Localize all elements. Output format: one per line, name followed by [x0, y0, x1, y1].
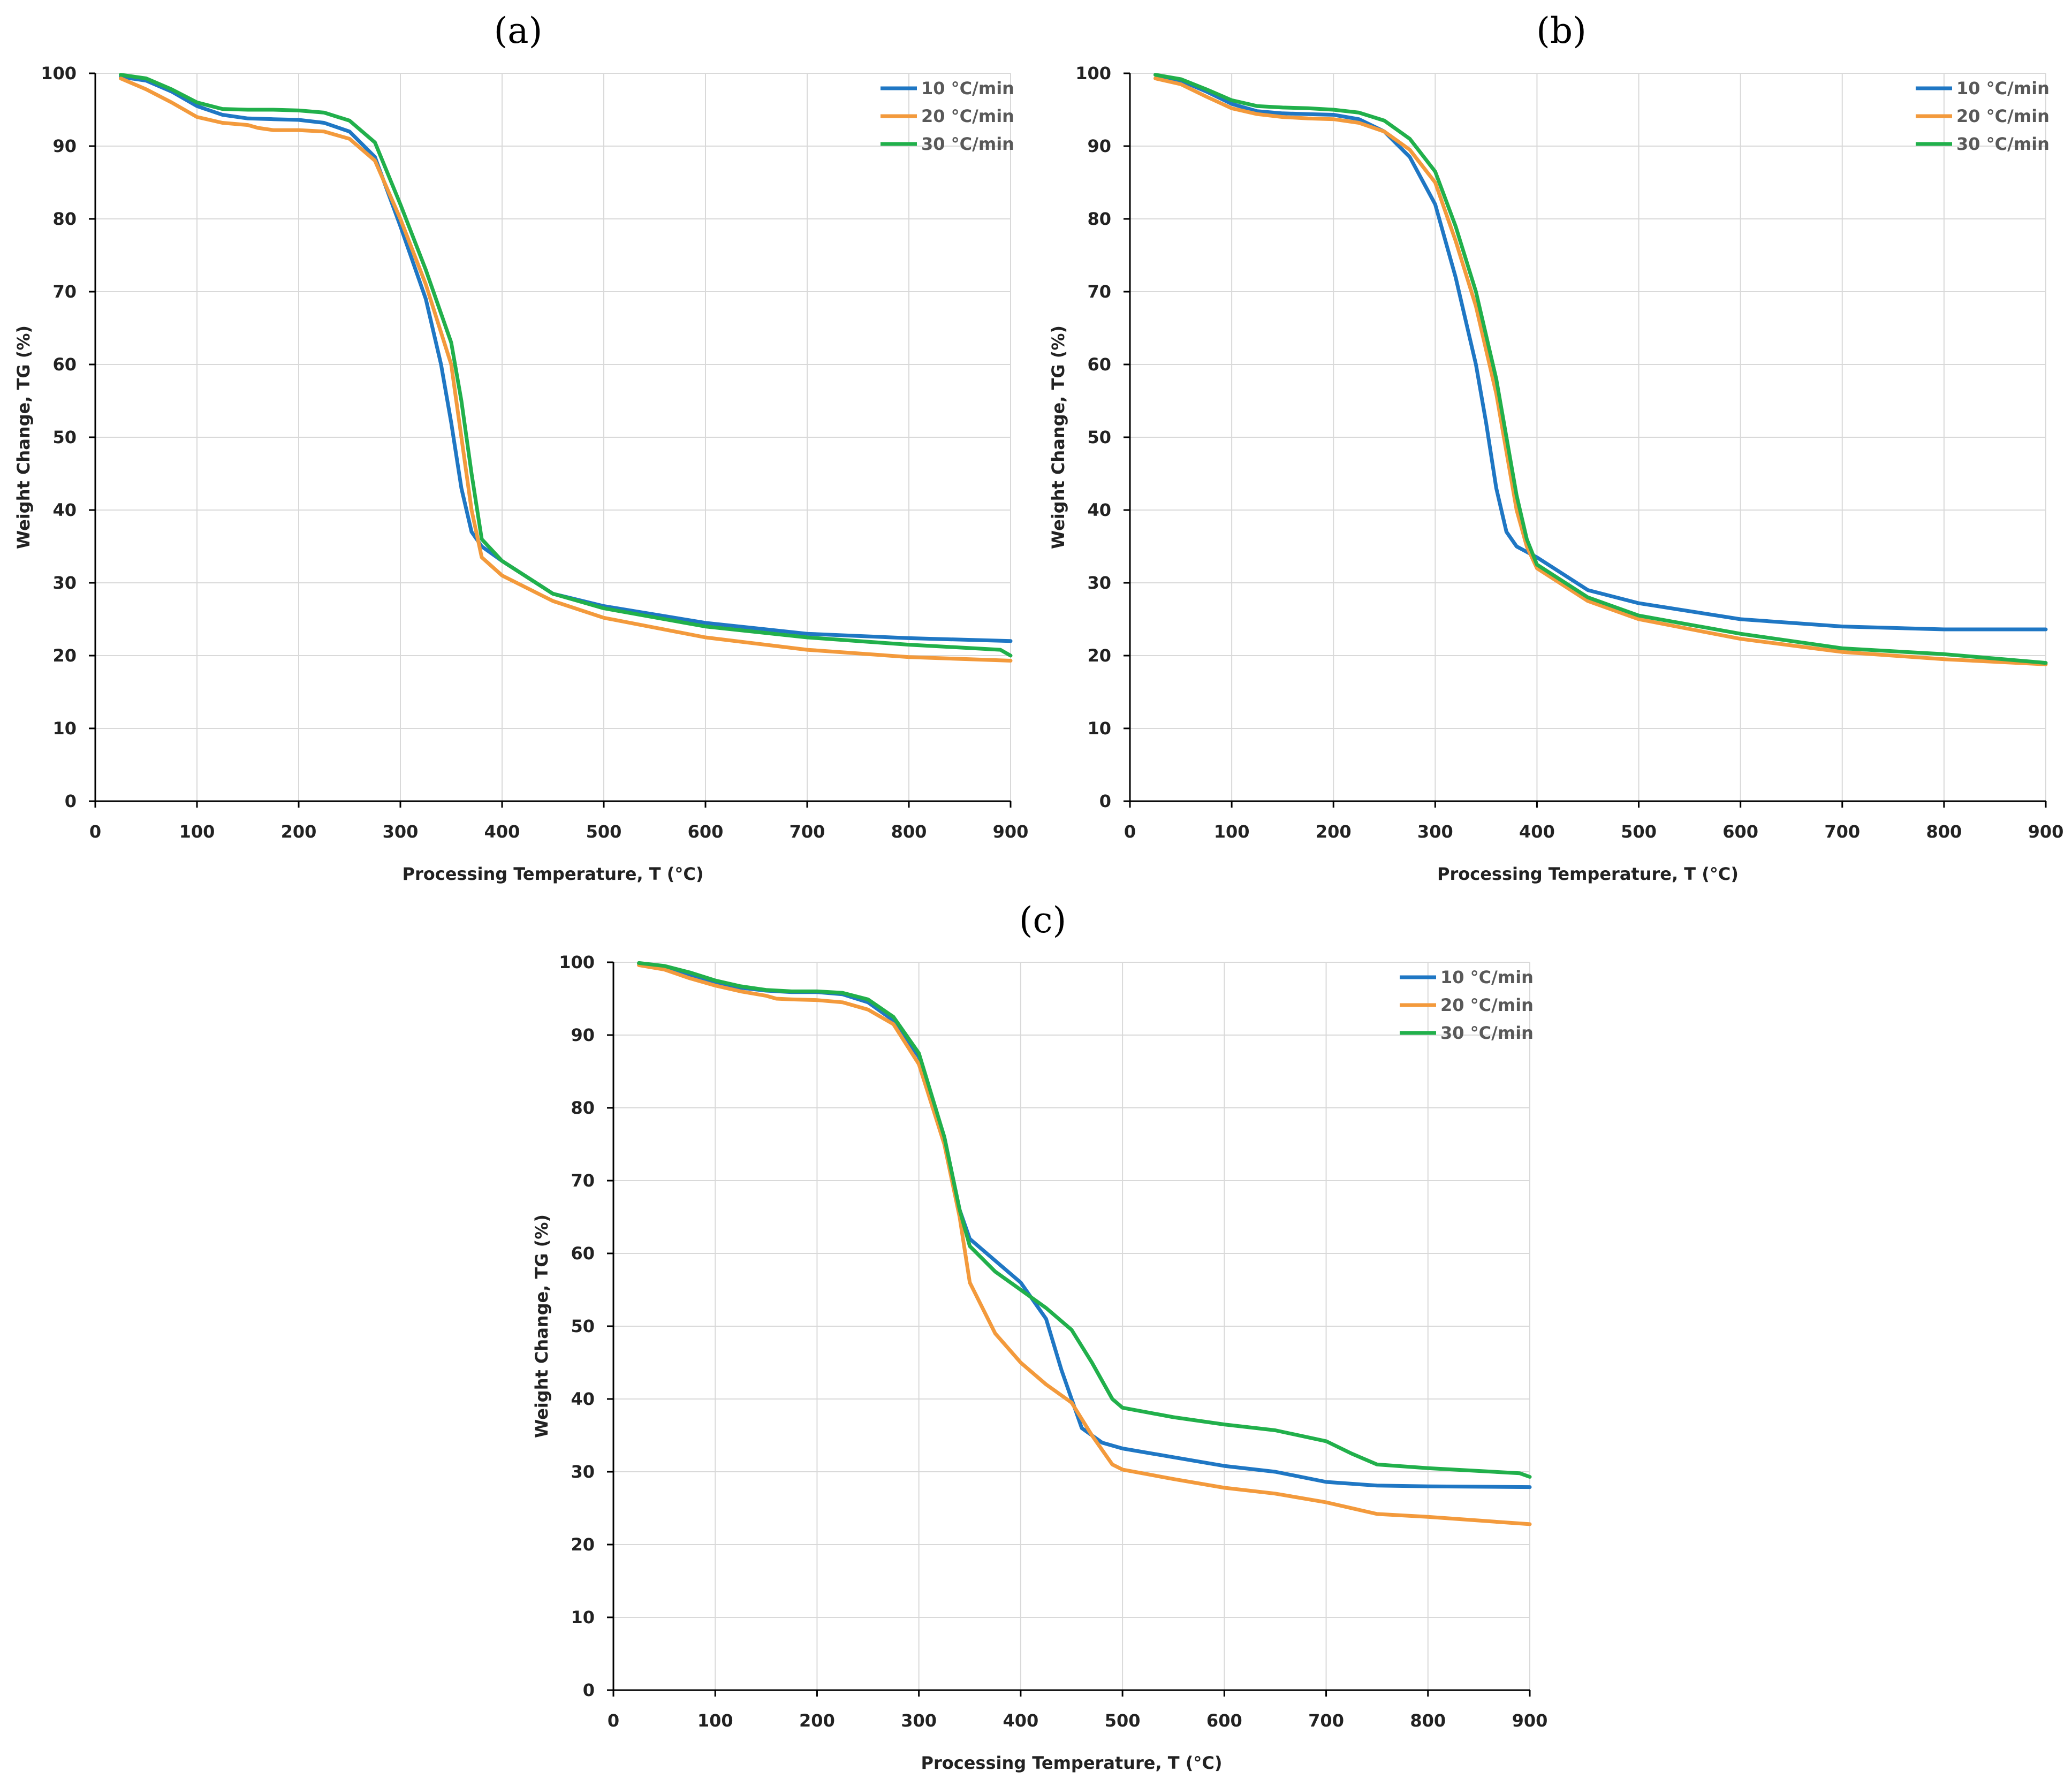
panel-a-y-axis-title: Weight Change, TG (%)	[13, 325, 34, 549]
panel-c-y-tick-label: 100	[559, 952, 595, 972]
panel-b-x-tick-label: 600	[1722, 822, 1758, 842]
panel-c-x-tick-label: 500	[1105, 1710, 1141, 1731]
panel-c-x-tick-label: 900	[1512, 1710, 1548, 1731]
panel-a-y-tick-label: 0	[65, 791, 77, 811]
panel-a-x-tick-label: 500	[586, 822, 622, 842]
panel-a-y-tick-label: 50	[52, 427, 77, 447]
panel-b-title: (b)	[1536, 10, 1587, 51]
panel-c-y-tick-label: 50	[571, 1316, 595, 1336]
panel-b-x-tick-label: 700	[1824, 822, 1860, 842]
panel-a-chart: 0 100 200 300 400 500 600 700 800 900 0 10 20 30 40 50 6…	[13, 63, 1028, 884]
panel-a-y-tick-label: 40	[52, 500, 77, 520]
panel-c-y-tick-label: 80	[571, 1098, 595, 1118]
panel-a-x-axis-title: Processing Temperature, T (°C)	[403, 864, 704, 884]
panel-b-y-tick-label: 50	[1087, 427, 1111, 447]
panel-b-series-0-line	[1153, 73, 2048, 632]
panel-c-y-tick-label: 20	[571, 1534, 595, 1555]
panel-b-x-tick-label: 0	[1124, 822, 1136, 842]
panel-c-x-tick-label: 300	[901, 1710, 937, 1731]
panel-b-legend-label-1: 20 °C/min	[1956, 106, 2050, 126]
panel-c-y-tick-label: 90	[571, 1025, 595, 1045]
panel-a-x-tick-label: 300	[383, 822, 419, 842]
panel-a-x-tick-label: 400	[484, 822, 520, 842]
panel-b-y-tick-label: 40	[1087, 500, 1111, 520]
panel-c-y-axis-title: Weight Change, TG (%)	[532, 1214, 552, 1438]
panel-c-x-axis-title: Processing Temperature, T (°C)	[921, 1753, 1223, 1773]
panel-b-y-tick-label: 10	[1087, 718, 1111, 739]
panel-b-y-tick-label: 30	[1087, 573, 1111, 593]
panel-c-y-tick-label: 0	[583, 1680, 595, 1700]
panel-b-chart: 0 100 200 300 400 500 600 700 800 900 0 10 20 30 40 50 6…	[1048, 63, 2063, 884]
panel-c-series-1-line	[637, 963, 1532, 1526]
panel-a-series-0-line	[119, 75, 1013, 643]
panel-b-legend-label-0: 10 °C/min	[1956, 78, 2050, 98]
panel-b-legend-label-2: 30 °C/min	[1956, 134, 2050, 154]
panel-a-y-tick-label: 20	[52, 645, 77, 666]
panel-b-y-axis-title: Weight Change, TG (%)	[1048, 325, 1068, 549]
panel-c-legend-label-1: 20 °C/min	[1440, 995, 1534, 1015]
panel-b-x-axis-title: Processing Temperature, T (°C)	[1437, 864, 1739, 884]
panel-c-x-tick-label: 400	[1003, 1710, 1038, 1731]
panel-b-x-tick-label: 800	[1926, 822, 1962, 842]
panel-a-x-tick-label: 0	[89, 822, 101, 842]
panel-c-legend-label-0: 10 °C/min	[1440, 967, 1534, 987]
panel-a-y-tick-label: 90	[52, 136, 77, 156]
panel-a-legend-label-0: 10 °C/min	[921, 78, 1014, 98]
panel-a-x-tick-label: 600	[688, 822, 724, 842]
panel-c-x-tick-label: 200	[799, 1710, 835, 1731]
panel-b-x-tick-label: 900	[2028, 822, 2064, 842]
panel-a-x-tick-label: 800	[891, 822, 927, 842]
panel-b-y-tick-label: 100	[1075, 63, 1111, 83]
panel-a-x-tick-label: 700	[790, 822, 825, 842]
panel-c-chart: 0 100 200 300 400 500 600 700 800 900 0 10 20 30 40 50 6…	[532, 952, 1547, 1773]
panel-a-legend-label-1: 20 °C/min	[921, 106, 1014, 126]
panel-a-legend-label-2: 30 °C/min	[921, 134, 1014, 154]
panel-c-y-tick-label: 10	[571, 1607, 595, 1628]
panel-c-legend-label-2: 30 °C/min	[1440, 1023, 1534, 1043]
panel-a-x-tick-label: 200	[281, 822, 317, 842]
panel-c-x-tick-label: 800	[1410, 1710, 1446, 1731]
panel-b-y-tick-label: 20	[1087, 645, 1111, 666]
panel-c-y-tick-label: 70	[571, 1170, 595, 1191]
panel-c-y-tick-label: 60	[571, 1243, 595, 1264]
panel-a-x-tick-label: 900	[993, 822, 1029, 842]
panel-b-y-tick-label: 0	[1099, 791, 1111, 811]
panel-a-title: (a)	[494, 10, 543, 51]
panel-a-series-1-line	[119, 77, 1013, 663]
panel-b-x-tick-label: 200	[1316, 822, 1352, 842]
panel-b-y-tick-label: 60	[1087, 354, 1111, 375]
panel-a-series-2-line	[119, 73, 1013, 658]
panel-b-x-tick-label: 400	[1519, 822, 1555, 842]
panel-a-x-tick-label: 100	[179, 822, 215, 842]
panel-b-y-tick-label: 70	[1087, 282, 1111, 302]
panel-c-series-2-line	[637, 961, 1532, 1479]
panel-a-y-tick-label: 60	[52, 354, 77, 375]
panel-b-y-tick-label: 90	[1087, 136, 1111, 156]
panel-a-y-tick-label: 30	[52, 573, 77, 593]
panel-a-y-tick-label: 70	[52, 282, 77, 302]
panel-c-x-tick-label: 100	[697, 1710, 733, 1731]
panel-b-series-1-line	[1153, 77, 2048, 666]
panel-b-series-2-line	[1153, 73, 2048, 665]
panel-c-x-tick-label: 0	[608, 1710, 619, 1731]
panel-c-title: (c)	[1019, 900, 1066, 941]
panel-c-x-tick-label: 600	[1206, 1710, 1242, 1731]
panel-c-x-tick-label: 700	[1308, 1710, 1344, 1731]
panel-b-y-tick-label: 80	[1087, 209, 1111, 229]
panel-b-x-tick-label: 100	[1214, 822, 1250, 842]
panel-b-x-tick-label: 500	[1621, 822, 1657, 842]
panel-c-y-tick-label: 40	[571, 1389, 595, 1409]
panel-a-y-tick-label: 10	[52, 718, 77, 739]
panel-c-series-0-line	[637, 962, 1532, 1489]
panel-a-y-tick-label: 100	[41, 63, 77, 83]
panel-a-y-tick-label: 80	[52, 209, 77, 229]
panel-b-x-tick-label: 300	[1417, 822, 1453, 842]
panel-c-y-tick-label: 30	[571, 1462, 595, 1482]
